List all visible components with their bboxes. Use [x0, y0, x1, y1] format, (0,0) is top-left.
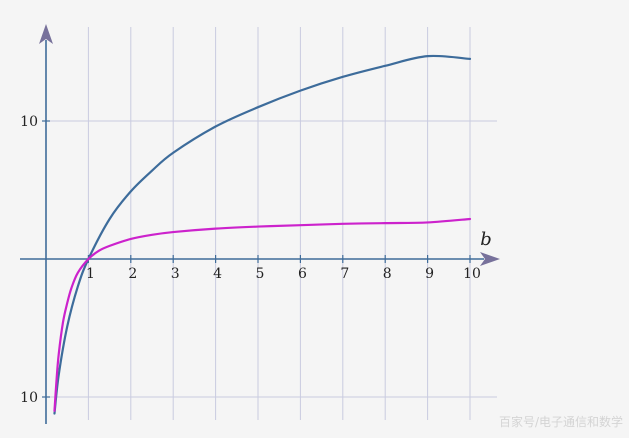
x-tick-label-9: 9	[425, 266, 434, 282]
x-tick-label-4: 4	[213, 266, 222, 282]
x-tick-label-5: 5	[256, 266, 265, 282]
x-axis-label: b	[480, 229, 492, 250]
x-tick-label-7: 7	[340, 266, 349, 282]
x-tick-label-2: 2	[128, 266, 137, 282]
axes	[20, 24, 500, 424]
x-axis-arrow-icon	[480, 252, 500, 266]
watermark: 百家号/电子通信和数学	[498, 415, 623, 429]
y-tick-label-0: 10	[20, 114, 38, 130]
x-tick-label-3: 3	[171, 266, 180, 282]
x-tick-label-1: 1	[86, 266, 95, 282]
x-tick-label-6: 6	[298, 266, 307, 282]
series-line-0	[53, 54, 472, 415]
series-group	[53, 54, 472, 415]
tick-labels: 1 2 3 4 5 6 7 8 9 10 10 10 b	[20, 114, 492, 406]
grid	[46, 27, 497, 420]
series-line-1	[53, 217, 472, 412]
y-tick-label-1: 10	[20, 390, 38, 406]
y-axis-arrow-icon	[39, 24, 53, 44]
x-tick-label-10: 10	[463, 266, 481, 282]
x-tick-label-8: 8	[383, 266, 392, 282]
